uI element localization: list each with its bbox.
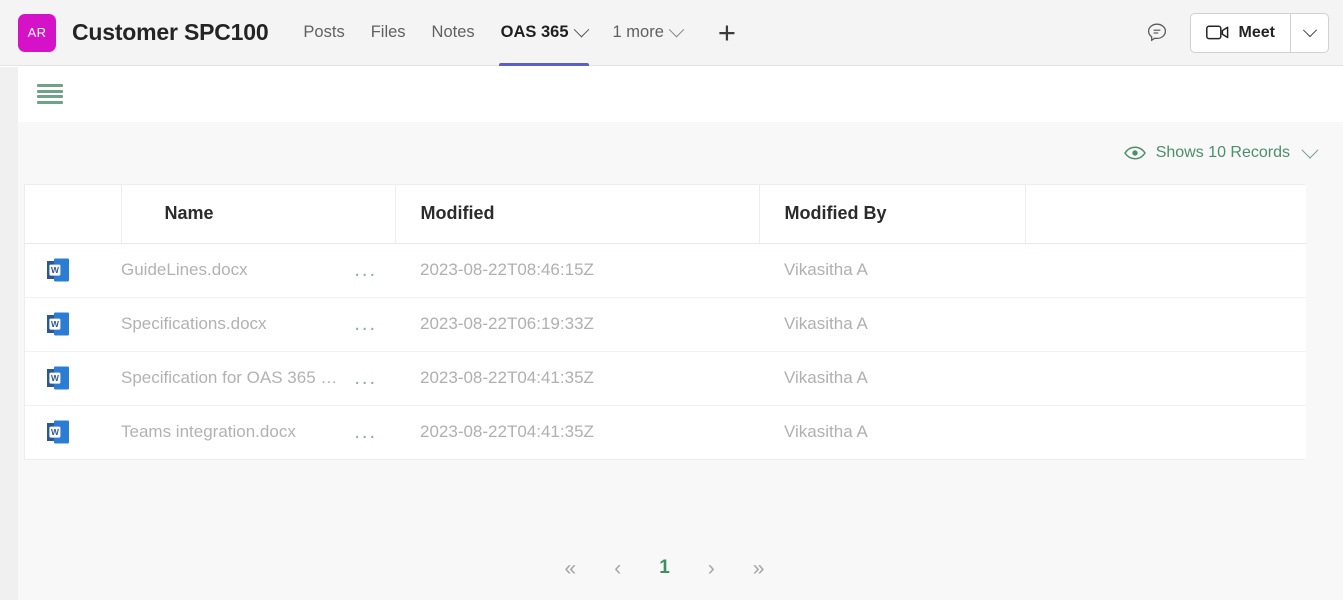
tab-posts[interactable]: Posts (290, 0, 357, 66)
records-label: Shows 10 Records (1155, 144, 1290, 161)
meet-dropdown-button[interactable] (1290, 13, 1328, 52)
row-name-label: Teams integration.docx (121, 422, 296, 442)
row-actions-cell (1025, 297, 1306, 352)
pagination-last-button[interactable]: » (752, 556, 765, 580)
files-table: Name Modified Modified By (24, 184, 1306, 460)
records-selector[interactable]: Shows 10 Records (1123, 141, 1319, 162)
row-overflow-menu[interactable]: ... (354, 259, 377, 281)
tab-bar: Posts Files Notes OAS 365 1 more + (290, 0, 744, 66)
avatar: AR (18, 13, 56, 52)
tab-posts-label: Posts (303, 23, 345, 41)
chat-button[interactable] (1140, 16, 1174, 50)
row-file-icon-cell: W (25, 405, 121, 459)
table-body: W GuideLines.docx ... 2023-08-22T08:46:1… (25, 243, 1306, 459)
word-document-icon: W (47, 258, 69, 282)
left-gutter (0, 67, 18, 600)
tab-more[interactable]: 1 more (600, 0, 695, 66)
word-document-icon: W (47, 312, 69, 336)
plus-icon: + (717, 15, 736, 50)
row-name-cell[interactable]: GuideLines.docx ... (121, 243, 395, 298)
video-camera-icon (1205, 25, 1228, 40)
row-modified-by-cell: Vikasitha A (759, 243, 1025, 298)
pagination-page-1[interactable]: 1 (659, 557, 670, 578)
row-actions-cell (1025, 405, 1306, 459)
app-content: Shows 10 Records Name (18, 122, 1343, 600)
row-name-cell[interactable]: Specifications.docx ... (121, 297, 395, 352)
pagination: « ‹ 1 › » (24, 557, 1305, 579)
row-name-label: GuideLines.docx (121, 260, 248, 279)
svg-text:W: W (51, 265, 59, 275)
row-modified-by-cell: Vikasitha A (759, 405, 1025, 459)
pagination-next-button[interactable]: › (707, 556, 715, 580)
column-header-modified[interactable]: Modified (395, 185, 760, 244)
column-header-icon (25, 185, 122, 244)
tab-notes-label: Notes (431, 23, 475, 41)
row-modified-cell: 2023-08-22T04:41:35Z (395, 405, 759, 459)
chevron-down-icon (668, 21, 685, 38)
meet-button[interactable]: Meet (1191, 14, 1290, 52)
row-actions-cell (1025, 351, 1306, 406)
table-row[interactable]: W GuideLines.docx ... 2023-08-22T08:46:1… (25, 243, 1306, 298)
table-row[interactable]: W Teams integration.docx ... 2023-08-22T… (25, 405, 1306, 459)
table-header: Name Modified Modified By (25, 185, 1306, 244)
meet-button-group: Meet (1189, 12, 1329, 53)
svg-text:W: W (51, 373, 59, 383)
avatar-initials: AR (27, 25, 47, 40)
chevron-down-icon (573, 21, 589, 38)
column-header-name[interactable]: Name (121, 185, 396, 244)
column-header-name-label: Name (164, 203, 214, 224)
svg-text:W: W (51, 319, 59, 329)
row-name-cell[interactable]: Teams integration.docx ... (121, 405, 395, 459)
column-header-modified-by-label: Modified By (784, 203, 887, 224)
word-document-icon: W (47, 420, 69, 444)
row-overflow-menu[interactable]: ... (354, 421, 377, 444)
row-file-icon-cell: W (25, 297, 121, 352)
chevron-down-icon (1302, 22, 1317, 37)
tab-oas-365[interactable]: OAS 365 (488, 0, 600, 66)
row-file-icon-cell: W (25, 351, 121, 406)
row-overflow-menu[interactable]: ... (354, 367, 377, 389)
row-actions-cell (1025, 243, 1306, 298)
tab-notes[interactable]: Notes (419, 0, 488, 66)
row-modified-cell: 2023-08-22T08:46:15Z (395, 243, 759, 298)
row-file-icon-cell: W (25, 243, 121, 298)
app-toolbar (18, 67, 1343, 122)
page-title: Customer SPC100 (72, 19, 269, 45)
team-header: AR Customer SPC100 Posts Files Notes OAS… (0, 0, 1343, 66)
tab-files[interactable]: Files (358, 0, 419, 66)
chat-bubble-icon (1147, 23, 1166, 41)
row-overflow-menu[interactable]: ... (354, 313, 377, 335)
row-name-label: Specification for OAS 365 … (121, 368, 338, 387)
svg-text:W: W (51, 427, 59, 437)
column-header-modified-label: Modified (420, 203, 495, 224)
row-modified-by-cell: Vikasitha A (759, 297, 1025, 352)
tab-oas-365-label: OAS 365 (500, 23, 569, 41)
hamburger-menu-icon[interactable] (37, 82, 63, 106)
header-actions: Meet (1140, 12, 1329, 53)
table-header-row: Name Modified Modified By (25, 185, 1306, 244)
oas365-app-panel: Shows 10 Records Name (18, 67, 1343, 600)
pagination-prev-button[interactable]: ‹ (614, 556, 622, 580)
column-header-modified-by[interactable]: Modified By (759, 185, 1026, 244)
tab-more-label: 1 more (612, 23, 664, 41)
pagination-first-button[interactable]: « (564, 556, 577, 580)
column-header-actions (1025, 185, 1306, 244)
word-document-icon: W (47, 366, 69, 390)
row-name-cell[interactable]: Specification for OAS 365 … ... (121, 351, 395, 406)
table-row[interactable]: W Specifications.docx ... 2023-08-22T06:… (25, 297, 1306, 352)
meet-button-label: Meet (1238, 23, 1275, 41)
table-row[interactable]: W Specification for OAS 365 … ... 2023-0… (25, 351, 1306, 406)
row-modified-cell: 2023-08-22T04:41:35Z (395, 351, 759, 406)
add-tab-button[interactable]: + (709, 13, 745, 53)
eye-icon (1123, 146, 1146, 160)
tab-files-label: Files (370, 23, 406, 41)
row-name-label: Specifications.docx (121, 314, 267, 333)
chevron-down-icon (1301, 141, 1319, 159)
row-modified-cell: 2023-08-22T06:19:33Z (395, 297, 759, 352)
row-modified-by-cell: Vikasitha A (759, 351, 1025, 406)
